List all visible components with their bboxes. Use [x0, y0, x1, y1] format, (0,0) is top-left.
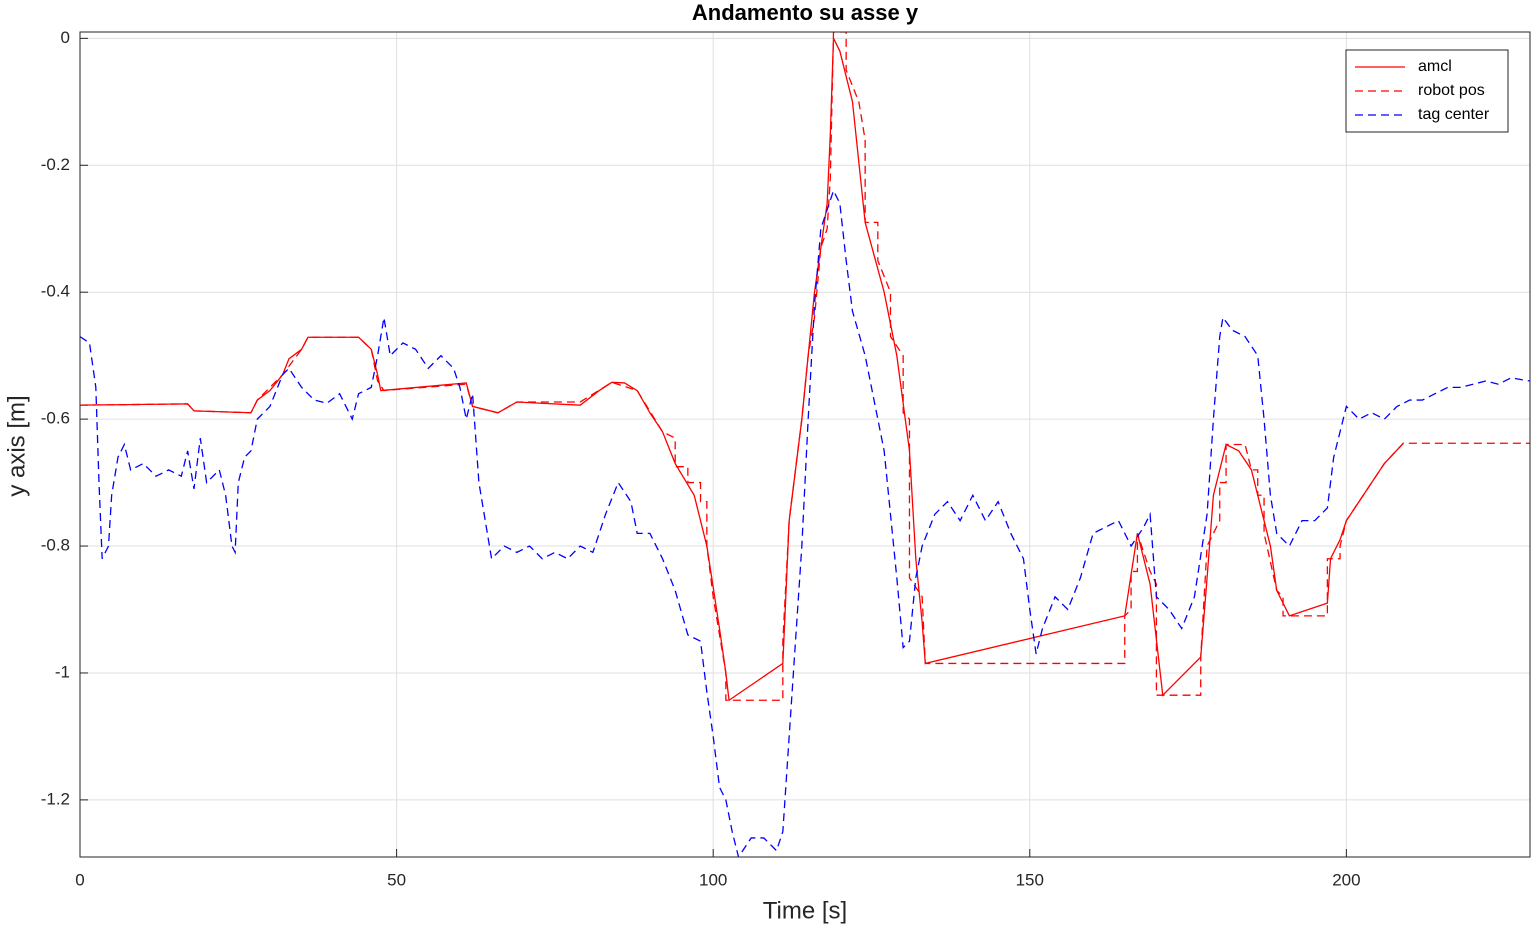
- y-tick-label: -0.8: [41, 536, 70, 555]
- legend-label: tag center: [1418, 106, 1490, 123]
- x-tick-label: 150: [1016, 870, 1044, 889]
- y-tick-label: -1.2: [41, 789, 70, 808]
- chart-title: Andamento su asse y: [692, 0, 919, 25]
- legend-label: amcl: [1418, 58, 1452, 75]
- plot-area: [80, 32, 1530, 857]
- x-tick-label: 50: [387, 870, 406, 889]
- x-tick-label: 0: [75, 870, 84, 889]
- legend-label: robot pos: [1418, 82, 1485, 99]
- y-tick-label: -1: [55, 662, 70, 681]
- x-axis-label: Time [s]: [763, 897, 847, 924]
- x-tick-label: 100: [699, 870, 727, 889]
- y-tick-label: -0.4: [41, 282, 70, 301]
- axes-box: [79, 31, 1531, 858]
- y-axis-label: y axis [m]: [3, 395, 30, 496]
- y-tick-label: -0.6: [41, 409, 70, 428]
- y-tick-label: -0.2: [41, 155, 70, 174]
- y-tick-label: 0: [61, 28, 70, 47]
- x-tick-label: 200: [1332, 870, 1360, 889]
- series-line: [80, 188, 1530, 857]
- series-line: [80, 32, 1530, 701]
